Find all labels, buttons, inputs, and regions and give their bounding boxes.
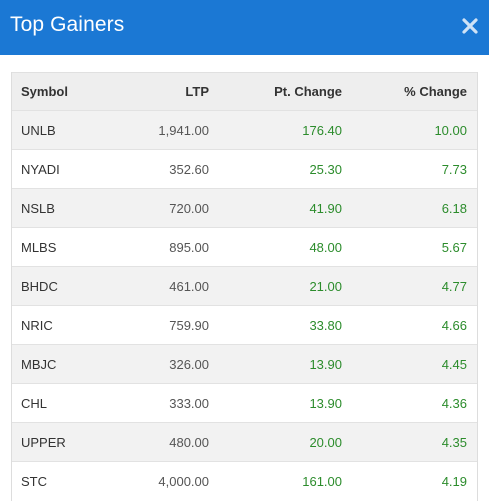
table-header: Symbol LTP Pt. Change % Change — [12, 72, 477, 111]
cell-symbol[interactable]: MLBS — [21, 239, 57, 255]
cell-symbol[interactable]: NYADI — [21, 161, 60, 177]
cell-symbol[interactable]: STC — [21, 473, 47, 489]
cell-symbol[interactable]: NRIC — [21, 317, 53, 333]
cell-pct-change: 4.66 — [441, 317, 467, 333]
cell-pt-change: 33.80 — [309, 317, 342, 333]
cell-pt-change: 13.90 — [309, 356, 342, 372]
table-row[interactable]: CHL 333.00 13.90 4.36 — [12, 383, 477, 423]
cell-ltp: 333.00 — [169, 395, 209, 411]
gainers-table-container: Symbol LTP Pt. Change % Change UNLB 1,94… — [11, 72, 478, 501]
close-icon — [462, 18, 478, 34]
cell-pct-change: 10.00 — [434, 122, 467, 138]
column-header-pct-change[interactable]: % Change — [404, 84, 467, 99]
cell-symbol[interactable]: BHDC — [21, 278, 58, 294]
cell-symbol[interactable]: MBJC — [21, 356, 57, 372]
cell-pct-change: 4.45 — [441, 356, 467, 372]
column-header-symbol[interactable]: Symbol — [21, 84, 68, 99]
cell-ltp: 759.90 — [169, 317, 209, 333]
modal-header: Top Gainers — [0, 0, 489, 55]
cell-pt-change: 20.00 — [309, 434, 342, 450]
cell-pct-change: 7.73 — [441, 161, 467, 177]
table-row[interactable]: NSLB 720.00 41.90 6.18 — [12, 188, 477, 228]
gainers-table: Symbol LTP Pt. Change % Change UNLB 1,94… — [12, 72, 477, 501]
cell-pt-change: 41.90 — [309, 200, 342, 216]
cell-pct-change: 4.35 — [441, 434, 467, 450]
table-row[interactable]: BHDC 461.00 21.00 4.77 — [12, 266, 477, 306]
cell-ltp: 4,000.00 — [158, 473, 209, 489]
column-header-pt-change[interactable]: Pt. Change — [274, 84, 342, 99]
cell-pct-change: 6.18 — [441, 200, 467, 216]
table-body: UNLB 1,941.00 176.40 10.00 NYADI 352.60 … — [12, 110, 477, 501]
table-row[interactable]: STC 4,000.00 161.00 4.19 — [12, 461, 477, 501]
cell-ltp: 461.00 — [169, 278, 209, 294]
table-row[interactable]: MBJC 326.00 13.90 4.45 — [12, 344, 477, 384]
modal-title: Top Gainers — [10, 13, 125, 36]
cell-symbol[interactable]: CHL — [21, 395, 48, 411]
cell-pct-change: 4.36 — [441, 395, 467, 411]
cell-pt-change: 176.40 — [302, 122, 342, 138]
cell-symbol[interactable]: UNLB — [21, 122, 56, 138]
cell-pt-change: 13.90 — [309, 395, 342, 411]
cell-symbol[interactable]: NSLB — [21, 200, 55, 216]
cell-symbol[interactable]: UPPER — [21, 434, 66, 450]
close-button[interactable] — [458, 14, 482, 38]
cell-ltp: 480.00 — [169, 434, 209, 450]
column-header-ltp[interactable]: LTP — [185, 84, 209, 99]
cell-pt-change: 21.00 — [309, 278, 342, 294]
cell-ltp: 895.00 — [169, 239, 209, 255]
cell-pct-change: 5.67 — [441, 239, 467, 255]
cell-pt-change: 48.00 — [309, 239, 342, 255]
table-row[interactable]: UPPER 480.00 20.00 4.35 — [12, 422, 477, 462]
table-row[interactable]: UNLB 1,941.00 176.40 10.00 — [12, 110, 477, 150]
cell-ltp: 720.00 — [169, 200, 209, 216]
table-row[interactable]: NRIC 759.90 33.80 4.66 — [12, 305, 477, 345]
cell-pt-change: 161.00 — [302, 473, 342, 489]
cell-pt-change: 25.30 — [309, 161, 342, 177]
cell-ltp: 326.00 — [169, 356, 209, 372]
cell-pct-change: 4.77 — [441, 278, 467, 294]
cell-pct-change: 4.19 — [441, 473, 467, 489]
table-header-row: Symbol LTP Pt. Change % Change — [12, 72, 477, 111]
cell-ltp: 1,941.00 — [158, 122, 209, 138]
table-row[interactable]: MLBS 895.00 48.00 5.67 — [12, 227, 477, 267]
cell-ltp: 352.60 — [169, 161, 209, 177]
table-row[interactable]: NYADI 352.60 25.30 7.73 — [12, 149, 477, 189]
